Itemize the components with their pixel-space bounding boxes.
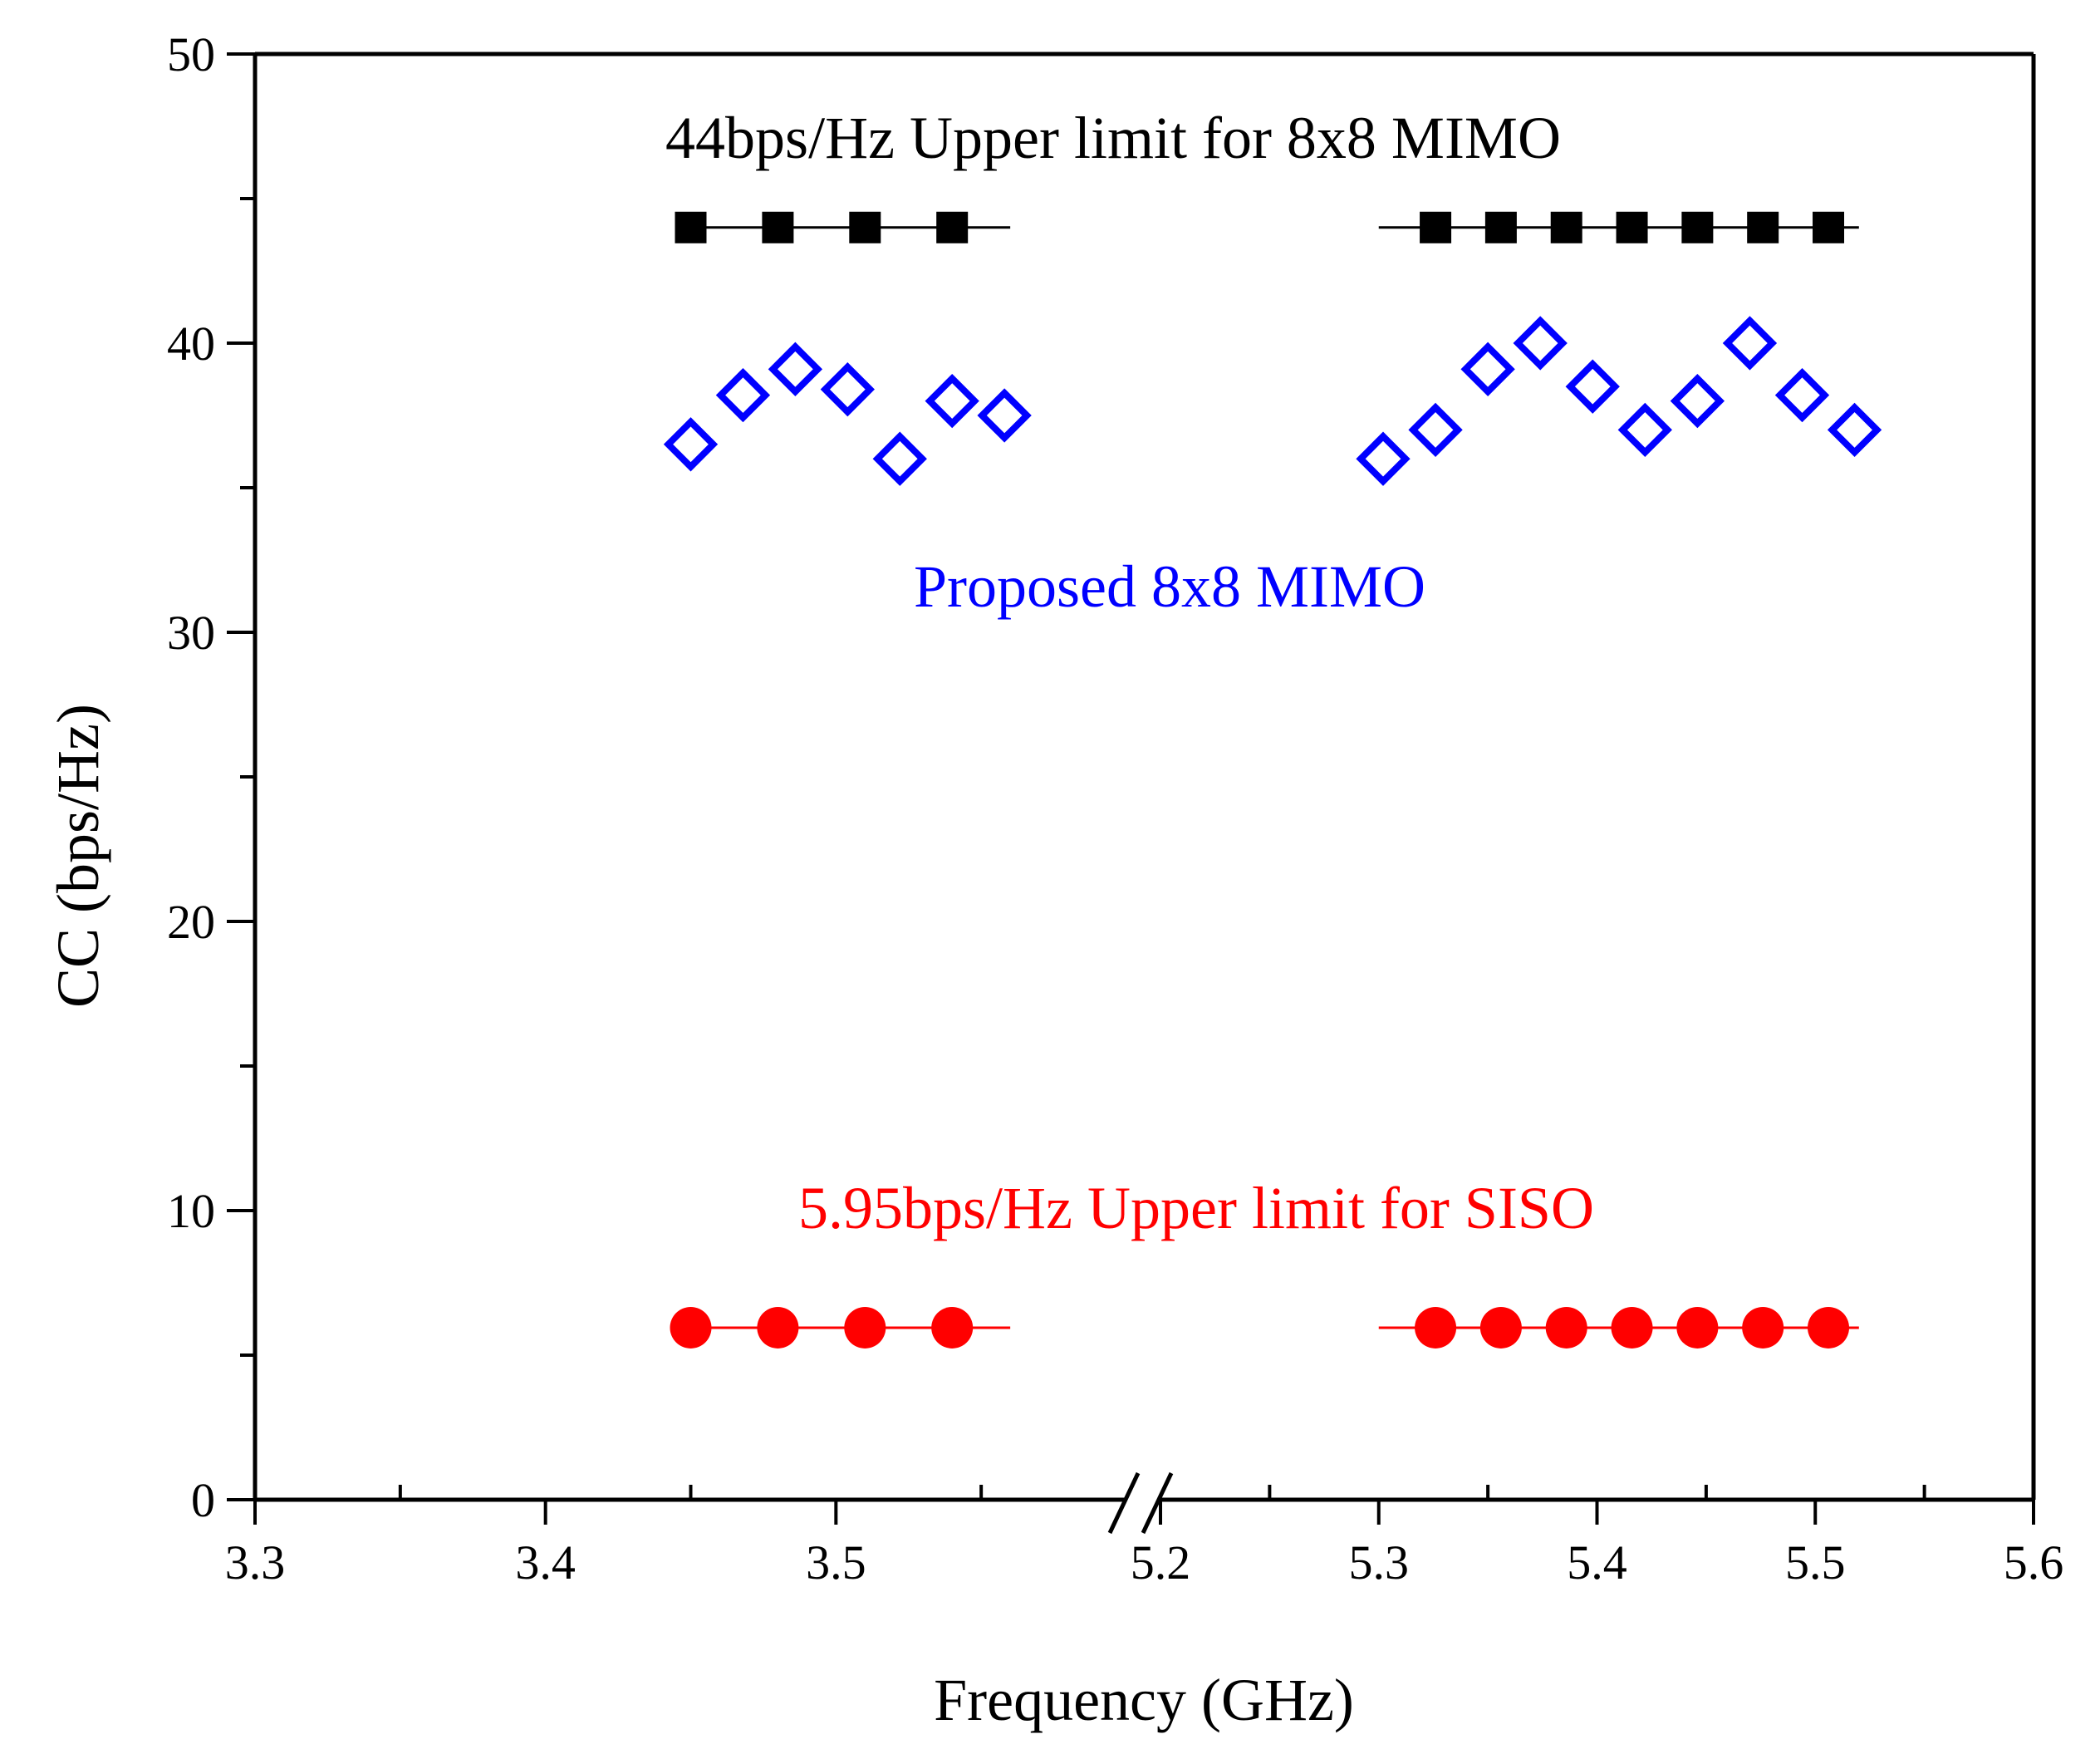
diamond-point: [1670, 373, 1725, 429]
circle-point: [670, 1306, 712, 1349]
square-point: [1813, 211, 1845, 243]
axes: 0 10 20 30 40 50 3.3 3.4 3.5 5.2 5.3 5.4 5.5 5.6: [167, 27, 2063, 1589]
square-point: [1420, 211, 1452, 243]
annotation-mimo-limit: 44bps/Hz Upper limit for 8x8 MIMO: [665, 105, 1561, 171]
circle-point: [1742, 1306, 1784, 1349]
circle-point: [1545, 1306, 1587, 1349]
circle-point: [844, 1306, 886, 1349]
y-tick-label: 20: [167, 895, 215, 949]
annotation-proposed-mimo: Proposed 8x8 MIMO: [914, 553, 1425, 620]
square-point: [675, 211, 707, 243]
diamond-point: [768, 341, 823, 396]
axis-break-mark: [1107, 1471, 1141, 1535]
circle-point: [1676, 1306, 1719, 1349]
circle-point: [757, 1306, 799, 1349]
circle-point: [1611, 1306, 1653, 1349]
square-point: [762, 211, 794, 243]
diamond-point: [663, 417, 719, 472]
x-tick-label: 5.4: [1567, 1535, 1627, 1589]
diamond-point: [820, 362, 875, 417]
x-tick-label: 3.5: [806, 1535, 866, 1589]
diamond-point: [1565, 359, 1620, 414]
square-point: [1616, 211, 1648, 243]
diamond-point: [872, 431, 927, 486]
square-point: [1681, 211, 1714, 243]
diamond-point: [925, 373, 979, 429]
diamond-point: [1513, 316, 1568, 371]
y-tick-label: 30: [167, 606, 215, 660]
y-tick-label: 10: [167, 1184, 215, 1238]
circle-point: [931, 1306, 974, 1349]
diamond-point: [1460, 341, 1515, 396]
labels: Frequency (GHz) CC (bps/Hz) 44bps/Hz Upp…: [45, 105, 1594, 1733]
diamond-point: [977, 388, 1032, 443]
square-point: [1484, 211, 1517, 243]
x-tick-label: 5.3: [1349, 1535, 1410, 1589]
x-tick-label: 5.5: [1785, 1535, 1846, 1589]
x-tick-label: 5.6: [2004, 1535, 2064, 1589]
x-tick-label: 3.3: [225, 1535, 286, 1589]
circle-point: [1808, 1306, 1850, 1349]
x-tick-label: 5.2: [1131, 1535, 1191, 1589]
axis-break-mark: [1141, 1471, 1174, 1535]
diamond-point: [715, 367, 771, 423]
diamond-point: [1408, 402, 1463, 458]
data-marks: [663, 211, 1882, 1349]
x-axis-title: Frequency (GHz): [934, 1667, 1354, 1733]
diamond-point: [1774, 367, 1830, 423]
circle-point: [1479, 1306, 1522, 1349]
circle-point: [1415, 1306, 1457, 1349]
y-tick-label: 50: [167, 27, 215, 81]
square-point: [936, 211, 969, 243]
x-tick-label: 3.4: [515, 1535, 576, 1589]
square-point: [1747, 211, 1779, 243]
annotation-siso-limit: 5.95bps/Hz Upper limit for SISO: [798, 1175, 1594, 1241]
square-point: [1550, 211, 1582, 243]
diamond-point: [1827, 402, 1882, 458]
y-axis-title: CC (bps/Hz): [45, 704, 111, 1008]
diamond-point: [1722, 316, 1778, 371]
y-tick-label: 0: [191, 1473, 215, 1527]
y-tick-label: 40: [167, 317, 215, 371]
diamond-point: [1356, 431, 1411, 486]
square-point: [849, 211, 881, 243]
diamond-point: [1617, 402, 1672, 458]
